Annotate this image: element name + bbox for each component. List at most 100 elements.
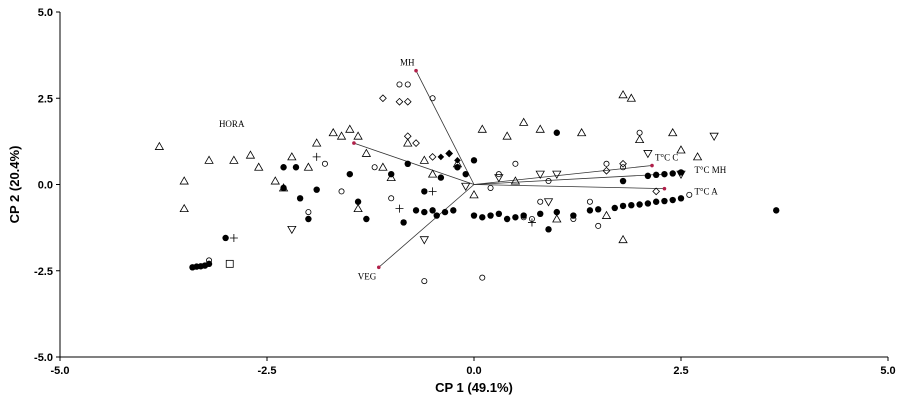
open-triangle-down-point (287, 225, 297, 235)
filled-circle-point (661, 197, 668, 205)
open-circle-point (586, 198, 593, 205)
open-triangle-up-point (270, 176, 280, 185)
open-triangle-down-point (552, 170, 562, 179)
open-diamond-point (379, 94, 387, 103)
open-triangle-up-point (535, 124, 545, 133)
filled-circle-point (553, 208, 560, 216)
open-triangle-up-point (518, 117, 529, 126)
axes (56, 11, 889, 361)
open-triangle-up-point (626, 93, 637, 102)
open-triangle-up-point (452, 158, 463, 168)
filled-circle-point (644, 172, 652, 180)
filled-circle-point (404, 160, 411, 167)
loading-vector-tip (376, 265, 381, 270)
filled-diamond-point (454, 157, 461, 164)
open-triangle-down-point (535, 170, 545, 179)
open-diamond-point (412, 139, 420, 147)
open-circle-point (570, 215, 577, 222)
filled-circle-point (305, 215, 312, 223)
filled-circle-point (595, 206, 602, 213)
open-diamond-point (395, 97, 404, 106)
open-triangle-up-point (303, 162, 314, 171)
open-circle-point (636, 129, 643, 136)
open-diamond-point (602, 166, 611, 175)
filled-circle-point (619, 202, 627, 210)
x-tick-label: -2.5 (258, 365, 277, 377)
open-triangle-up-point (427, 169, 438, 178)
open-triangle-up-point (502, 131, 512, 140)
x-tick-label: -5.0 (51, 365, 70, 377)
open-triangle-up-point (576, 127, 587, 137)
filled-circle-point (553, 129, 560, 136)
filled-circle-point (512, 214, 519, 221)
filled-circle-point (280, 164, 287, 171)
open-triangle-down-point (676, 170, 686, 179)
open-circle-point (495, 171, 502, 178)
loading-vector-tip (352, 141, 356, 145)
open-triangle-up-point (469, 190, 479, 199)
open-triangle-down-point (709, 132, 719, 142)
open-triangle-up-point (204, 155, 214, 164)
open-circle-point (321, 160, 328, 167)
open-triangle-up-point (154, 141, 165, 150)
open-circle-point (396, 81, 403, 88)
open-triangle-down-point (543, 198, 554, 207)
open-diamond-point (652, 187, 661, 196)
y-tick-label: -5.0 (34, 352, 53, 364)
open-triangle-up-point (328, 127, 338, 137)
loading-vector-line (473, 184, 665, 190)
loading-vector-label: MH (400, 58, 415, 68)
x-tick-label: 2.5 (673, 365, 688, 377)
loading-vector-label: VEG (358, 271, 377, 281)
filled-circle-point (222, 234, 229, 242)
open-triangle-down-point (461, 182, 471, 192)
filled-circle-point (545, 226, 552, 233)
plus-point (428, 187, 437, 196)
open-circle-point (512, 160, 519, 167)
y-tick-label: -2.5 (34, 266, 53, 278)
open-circle-point (537, 198, 544, 205)
open-triangle-down-point (419, 236, 430, 245)
y-tick-label: 0.0 (38, 180, 53, 192)
open-triangle-up-point (179, 176, 189, 185)
filled-circle-point (437, 174, 445, 181)
open-triangle-up-point (278, 183, 289, 192)
open-circle-point (595, 222, 602, 229)
filled-circle-point (292, 164, 300, 171)
filled-circle-point (619, 177, 627, 185)
filled-circle-point (495, 210, 503, 218)
filled-diamond-point (445, 150, 453, 157)
y-tick-label: 2.5 (38, 93, 53, 105)
loading-vector-line (378, 184, 475, 268)
filled-circle-point (586, 207, 594, 214)
open-triangle-up-point (336, 131, 347, 140)
open-triangle-up-point (386, 172, 396, 182)
open-triangle-up-point (634, 134, 645, 144)
plus-point (312, 152, 321, 161)
filled-circle-point (400, 219, 407, 226)
filled-circle-point (450, 207, 457, 214)
filled-circle-point (636, 201, 643, 208)
filled-circle-point (644, 200, 652, 207)
open-triangle-up-point (618, 89, 628, 99)
filled-circle-point (296, 195, 304, 202)
loading-vector-label: HORA (219, 119, 245, 129)
open-circle-point (338, 188, 345, 195)
open-triangle-up-point (245, 150, 256, 159)
open-triangle-up-point (692, 152, 703, 161)
filled-circle-point (470, 157, 478, 164)
filled-circle-point (652, 171, 660, 179)
filled-circle-point (412, 207, 420, 214)
x-tick-label: 5.0 (880, 365, 895, 377)
open-triangle-up-point (510, 176, 521, 185)
filled-circle-point (611, 204, 618, 212)
open-triangle-up-point (229, 155, 239, 164)
data-points (154, 81, 780, 285)
loading-vector-line (473, 165, 653, 185)
open-circle-point (388, 195, 395, 202)
open-diamond-point (619, 159, 627, 168)
y-axis-title: CP 2 (20.4%) (7, 146, 22, 224)
loading-vector-label: T°C A (694, 187, 718, 197)
y-tick-label: 5.0 (38, 7, 53, 19)
loading-vector-tip (650, 163, 654, 168)
